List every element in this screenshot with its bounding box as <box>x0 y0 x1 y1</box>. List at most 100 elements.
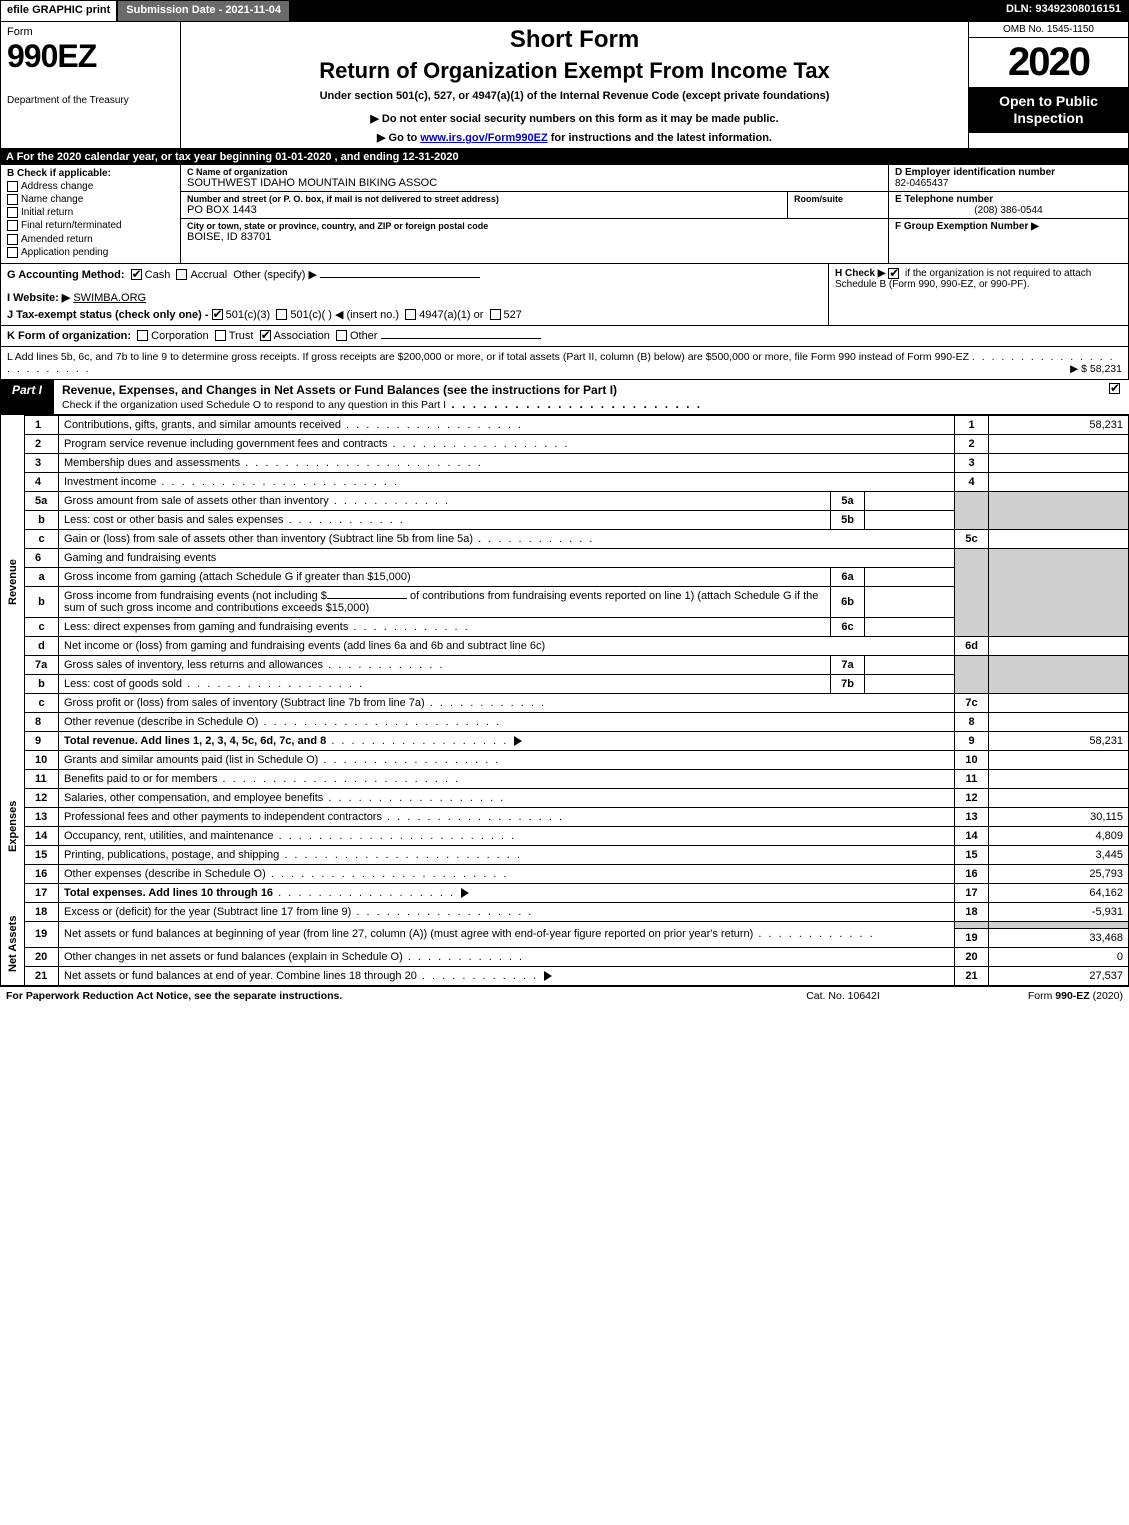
line-desc: Other revenue (describe in Schedule O) <box>59 712 955 731</box>
line-num: 21 <box>25 966 59 985</box>
sub-val <box>865 510 955 529</box>
g-accrual: Accrual <box>190 269 227 281</box>
line-lab: 5c <box>955 529 989 548</box>
line-val <box>989 693 1129 712</box>
goto-pre: ▶ Go to <box>377 132 420 144</box>
section-h: H Check ▶ if the organization is not req… <box>828 264 1128 325</box>
info-block: B Check if applicable: Address change Na… <box>0 165 1129 264</box>
line-desc: Contributions, gifts, grants, and simila… <box>59 415 955 434</box>
g-cash: Cash <box>145 269 171 281</box>
k-other-checkbox[interactable] <box>336 330 347 341</box>
sub-val <box>865 655 955 674</box>
j-501c3-checkbox[interactable] <box>212 309 223 320</box>
line-lab: 7c <box>955 693 989 712</box>
footer-left: For Paperwork Reduction Act Notice, see … <box>6 990 743 1002</box>
under-section: Under section 501(c), 527, or 4947(a)(1)… <box>189 90 960 102</box>
k-trust-checkbox[interactable] <box>215 330 226 341</box>
k-other-input[interactable] <box>381 338 541 339</box>
line-num: b <box>25 510 59 529</box>
grey-cell <box>955 921 989 928</box>
line-4: 4 Investment income 4 <box>1 472 1129 491</box>
line-desc: Gross amount from sale of assets other t… <box>59 491 831 510</box>
line-desc: Printing, publications, postage, and shi… <box>59 845 955 864</box>
g-accrual-checkbox[interactable] <box>176 269 187 280</box>
opt-application-pending[interactable]: Application pending <box>7 247 174 258</box>
part1-table: Revenue 1 Contributions, gifts, grants, … <box>0 415 1129 986</box>
k-trust: Trust <box>229 330 254 342</box>
line-desc: Less: cost or other basis and sales expe… <box>59 510 831 529</box>
line-num: 15 <box>25 845 59 864</box>
section-k: K Form of organization: Corporation Trus… <box>0 326 1129 347</box>
contrib-input[interactable] <box>327 598 407 599</box>
street-label: Number and street (or P. O. box, if mail… <box>187 194 781 204</box>
g-cash-checkbox[interactable] <box>131 269 142 280</box>
sub-lab: 6a <box>831 567 865 586</box>
sub-lab: 6c <box>831 617 865 636</box>
line-num: 7a <box>25 655 59 674</box>
line-desc: Other changes in net assets or fund bala… <box>59 947 955 966</box>
line-val: 3,445 <box>989 845 1129 864</box>
grey-cell <box>989 491 1129 529</box>
line-val: 27,537 <box>989 966 1129 985</box>
line-5c: c Gain or (loss) from sale of assets oth… <box>1 529 1129 548</box>
g-other-input[interactable] <box>320 277 480 278</box>
line-num: c <box>25 529 59 548</box>
opt-final-return[interactable]: Final return/terminated <box>7 220 174 231</box>
opt-address-change[interactable]: Address change <box>7 181 174 192</box>
line-desc: Investment income <box>59 472 955 491</box>
l-text: L Add lines 5b, 6c, and 7b to line 9 to … <box>7 351 969 363</box>
line-desc: Total expenses. Add lines 10 through 16 <box>59 883 955 902</box>
efile-print-button[interactable]: efile GRAPHIC print <box>0 0 117 22</box>
line-val: 30,115 <box>989 807 1129 826</box>
line-num: 3 <box>25 453 59 472</box>
k-assoc-checkbox[interactable] <box>260 330 271 341</box>
j-4947-checkbox[interactable] <box>405 309 416 320</box>
k-corp-checkbox[interactable] <box>137 330 148 341</box>
opt-name-change[interactable]: Name change <box>7 194 174 205</box>
line-lab: 2 <box>955 434 989 453</box>
opt-initial-return[interactable]: Initial return <box>7 207 174 218</box>
line-8: 8 Other revenue (describe in Schedule O)… <box>1 712 1129 731</box>
line-lab: 19 <box>955 928 989 947</box>
ein-value: 82-0465437 <box>895 178 1122 189</box>
opt-label: Application pending <box>21 247 108 258</box>
j-501c-checkbox[interactable] <box>276 309 287 320</box>
irs-link[interactable]: www.irs.gov/Form990EZ <box>420 132 547 144</box>
form-header: Form 990EZ Department of the Treasury Sh… <box>0 22 1129 149</box>
line-15: 15 Printing, publications, postage, and … <box>1 845 1129 864</box>
room-cell: Room/suite <box>788 192 888 218</box>
line-16: 16 Other expenses (describe in Schedule … <box>1 864 1129 883</box>
goto-instructions: ▶ Go to www.irs.gov/Form990EZ for instru… <box>189 131 960 144</box>
line-13: 13 Professional fees and other payments … <box>1 807 1129 826</box>
opt-label: Initial return <box>21 207 73 218</box>
h-label: H Check ▶ <box>835 268 885 279</box>
line-17: 17 Total expenses. Add lines 10 through … <box>1 883 1129 902</box>
sub-lab: 7b <box>831 674 865 693</box>
part1-checkbox[interactable] <box>1109 383 1120 394</box>
j-527: 527 <box>504 309 522 321</box>
h-checkbox[interactable] <box>888 268 899 279</box>
phone-label: E Telephone number <box>895 194 1122 205</box>
line-desc: Gross income from fundraising events (no… <box>59 586 831 617</box>
form-id-block: Form 990EZ Department of the Treasury <box>1 22 181 148</box>
line-lab: 17 <box>955 883 989 902</box>
j-527-checkbox[interactable] <box>490 309 501 320</box>
sub-val <box>865 617 955 636</box>
line-num: 4 <box>25 472 59 491</box>
section-b: B Check if applicable: Address change Na… <box>1 165 181 263</box>
line-desc: Gaming and fundraising events <box>59 548 955 567</box>
omb-number: OMB No. 1545-1150 <box>969 22 1128 38</box>
line-1: Revenue 1 Contributions, gifts, grants, … <box>1 415 1129 434</box>
line-lab: 11 <box>955 769 989 788</box>
grey-cell <box>989 921 1129 928</box>
line-num: 18 <box>25 902 59 921</box>
phone-cell: E Telephone number (208) 386-0544 <box>889 192 1128 219</box>
g-other: Other (specify) ▶ <box>233 269 317 281</box>
line-desc: Net assets or fund balances at end of ye… <box>59 966 955 985</box>
part1-title-text: Revenue, Expenses, and Changes in Net As… <box>62 383 617 397</box>
line-9: 9 Total revenue. Add lines 1, 2, 3, 4, 5… <box>1 731 1129 750</box>
line-num: 9 <box>25 731 59 750</box>
website-link[interactable]: SWIMBA.ORG <box>73 292 146 304</box>
opt-amended-return[interactable]: Amended return <box>7 234 174 245</box>
line-val <box>989 769 1129 788</box>
